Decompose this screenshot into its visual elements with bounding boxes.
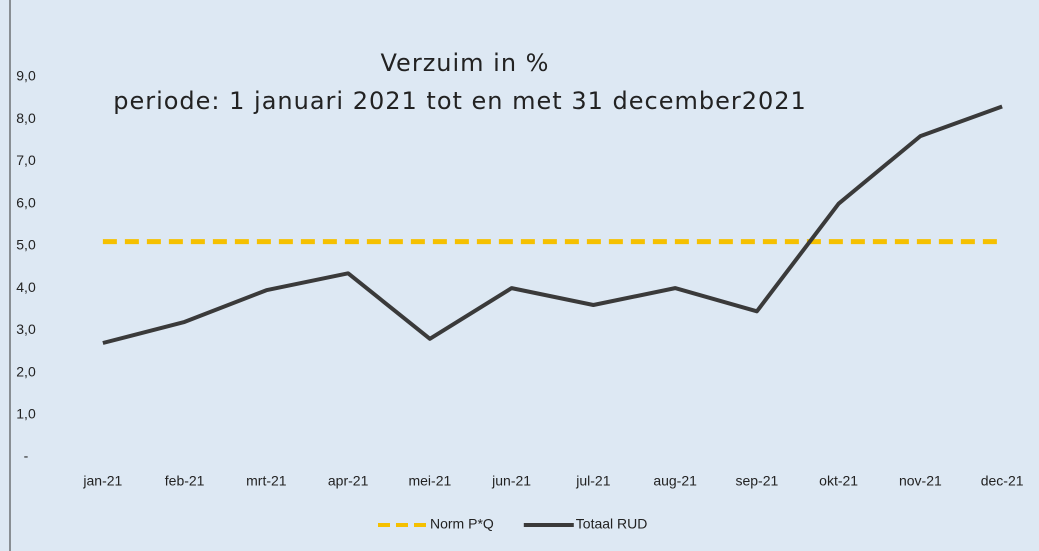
y-tick-label: 4,0 [16, 279, 36, 295]
series-line [102, 104, 1003, 345]
chart-title: Verzuim in % [381, 49, 550, 77]
legend-label: Norm P*Q [430, 516, 494, 532]
y-tick-label: 3,0 [16, 321, 36, 337]
x-tick-label: apr-21 [328, 473, 369, 489]
y-tick-label: 2,0 [16, 363, 36, 379]
x-tick-label: nov-21 [899, 473, 942, 489]
x-tick-label: mei-21 [408, 473, 451, 489]
x-tick-label: feb-21 [165, 473, 205, 489]
y-tick-label: 6,0 [16, 194, 36, 210]
y-tick-label: - [24, 448, 29, 464]
x-tick-label: jan-21 [82, 473, 122, 489]
x-tick-label: aug-21 [653, 473, 697, 489]
y-tick-label: 5,0 [16, 237, 36, 253]
chart-subtitle: periode: 1 januari 2021 tot en met 31 de… [113, 87, 807, 115]
x-tick-label: sep-21 [735, 473, 778, 489]
y-tick-label: 1,0 [16, 405, 36, 421]
legend-label: Totaal RUD [576, 516, 648, 532]
y-tick-label: 7,0 [16, 152, 36, 168]
x-tick-label: mrt-21 [246, 473, 287, 489]
x-tick-label: jun-21 [491, 473, 531, 489]
x-tick-label: dec-21 [981, 473, 1024, 489]
y-tick-label: 8,0 [16, 110, 36, 126]
x-tick-label: okt-21 [819, 473, 858, 489]
y-tick-label: 9,0 [16, 68, 36, 84]
x-tick-label: jul-21 [575, 473, 610, 489]
